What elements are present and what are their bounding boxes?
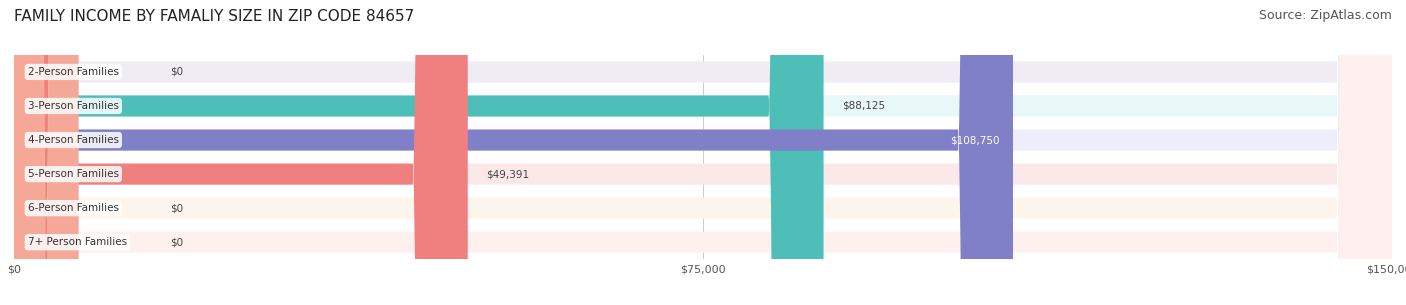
Text: 5-Person Families: 5-Person Families [28, 169, 120, 179]
FancyBboxPatch shape [14, 0, 79, 305]
Text: $0: $0 [170, 237, 183, 247]
Text: $108,750: $108,750 [949, 135, 1000, 145]
Text: FAMILY INCOME BY FAMALIY SIZE IN ZIP CODE 84657: FAMILY INCOME BY FAMALIY SIZE IN ZIP COD… [14, 9, 415, 24]
Text: 4-Person Families: 4-Person Families [28, 135, 120, 145]
FancyBboxPatch shape [14, 0, 1392, 305]
Text: $88,125: $88,125 [842, 101, 884, 111]
Text: Source: ZipAtlas.com: Source: ZipAtlas.com [1258, 9, 1392, 22]
FancyBboxPatch shape [14, 0, 468, 305]
FancyBboxPatch shape [14, 0, 1012, 305]
FancyBboxPatch shape [14, 0, 1392, 305]
FancyBboxPatch shape [14, 0, 79, 305]
FancyBboxPatch shape [14, 0, 824, 305]
Text: $49,391: $49,391 [486, 169, 529, 179]
FancyBboxPatch shape [14, 0, 1392, 305]
Text: 7+ Person Families: 7+ Person Families [28, 237, 127, 247]
FancyBboxPatch shape [14, 0, 79, 305]
Text: $0: $0 [170, 203, 183, 213]
FancyBboxPatch shape [14, 0, 1392, 305]
FancyBboxPatch shape [14, 0, 1392, 305]
Text: 3-Person Families: 3-Person Families [28, 101, 120, 111]
Text: $0: $0 [170, 67, 183, 77]
Text: 6-Person Families: 6-Person Families [28, 203, 120, 213]
FancyBboxPatch shape [14, 0, 1392, 305]
Text: 2-Person Families: 2-Person Families [28, 67, 120, 77]
